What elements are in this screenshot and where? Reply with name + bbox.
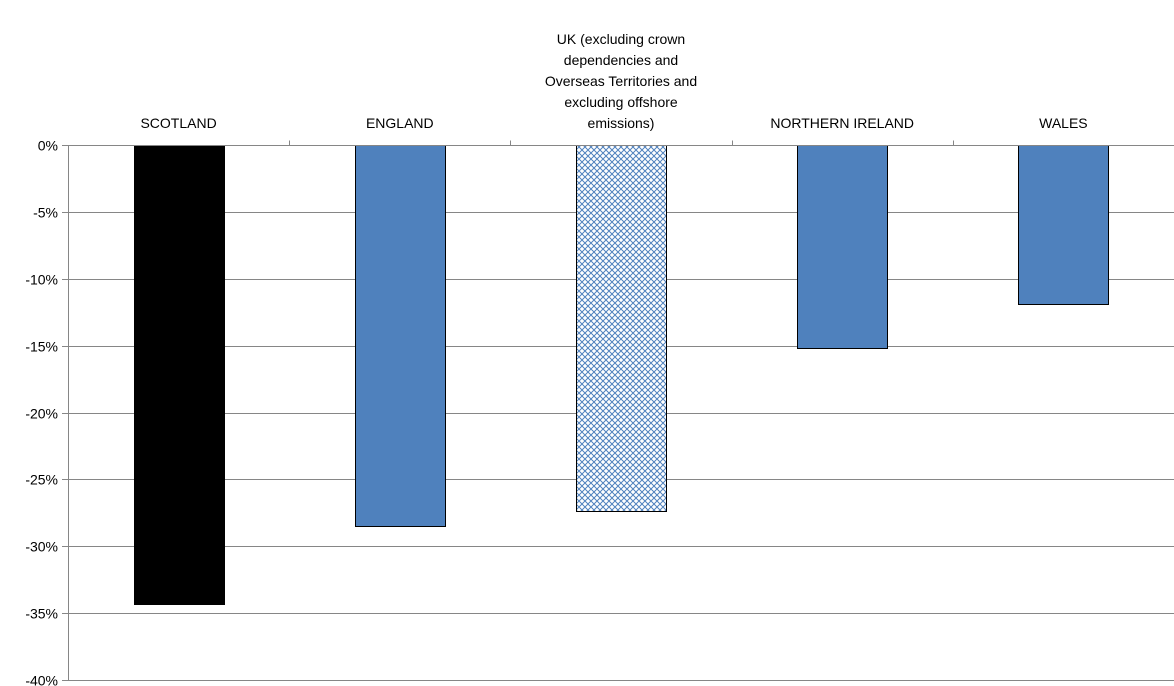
y-tick-label: -30%: [25, 539, 58, 555]
bar-wales: [1018, 145, 1109, 305]
y-tick-label: -20%: [25, 406, 58, 422]
bar-uk: [576, 145, 667, 512]
category-label: WALES: [1039, 115, 1088, 131]
bar-scotland: [134, 145, 225, 605]
bar-england: [355, 145, 446, 527]
category-label: NORTHERN IRELAND: [770, 115, 914, 131]
y-tick-label: -40%: [25, 673, 58, 686]
bars: [134, 145, 1109, 605]
bar-northern: [797, 145, 888, 349]
y-tick-label: -5%: [33, 205, 58, 221]
category-label: UK (excluding crown dependencies and Overs…: [545, 31, 697, 131]
labels: 0% -5% -10% -15% -20% -25% -30% -35% -40% SCOTLAN…: [25, 31, 1087, 686]
y-tick-label: -25%: [25, 472, 58, 488]
category-label: ENGLAND: [366, 115, 434, 131]
axes: [62, 140, 1174, 681]
y-tick-label: -10%: [25, 272, 58, 288]
y-tick-label: -35%: [25, 606, 58, 622]
category-label: SCOTLAND: [140, 115, 216, 131]
y-tick-label: 0%: [38, 138, 58, 154]
y-tick-label: -15%: [25, 339, 58, 355]
